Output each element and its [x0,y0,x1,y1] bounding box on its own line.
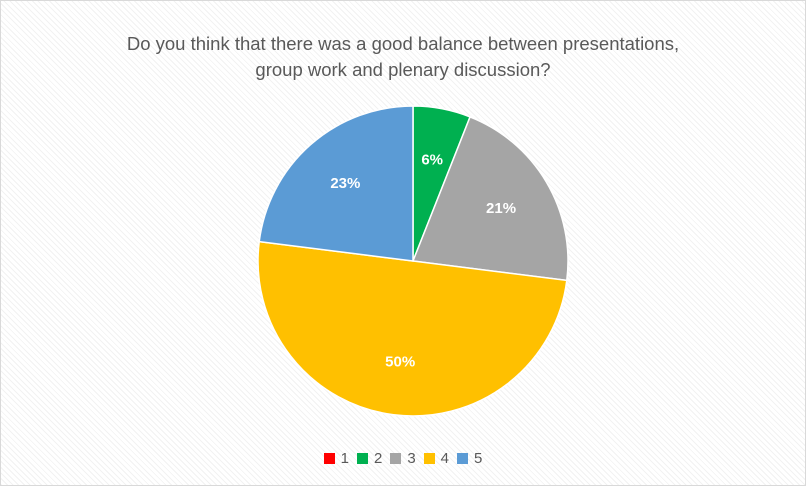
legend-swatch-3 [390,453,402,464]
legend-swatch-5 [457,453,469,464]
legend-item-2: 2 [356,450,383,467]
legend-label-1: 1 [340,450,349,467]
legend-swatch-1 [323,453,335,464]
legend-label-3: 3 [407,450,416,467]
pie-slice-5 [258,105,414,262]
legend-item-3: 3 [390,450,416,467]
chart-title-line-1: Do you think that there was a good balan… [126,33,680,54]
legend-item-1: 1 [323,450,349,467]
legend-label-2: 2 [373,450,383,467]
chart-title: Do you think that there was a good balan… [0,31,806,83]
legend-item-4: 4 [423,450,450,467]
legend-swatch-2 [356,453,368,464]
legend: 1 2 3 4 5 [0,450,806,467]
chart-title-line-2: group work and plenary discussion? [255,59,551,80]
legend-label-5: 5 [474,450,483,467]
data-label-2: 6% [421,151,443,168]
data-label-3: 21% [486,200,516,217]
pie-slice-3 [411,115,569,282]
data-label-4: 50% [385,353,415,370]
legend-item-5: 5 [457,450,482,467]
legend-swatch-4 [423,453,435,464]
legend-label-4: 4 [440,450,450,467]
data-label-5: 23% [330,175,360,192]
pie-slice-4 [257,240,568,417]
